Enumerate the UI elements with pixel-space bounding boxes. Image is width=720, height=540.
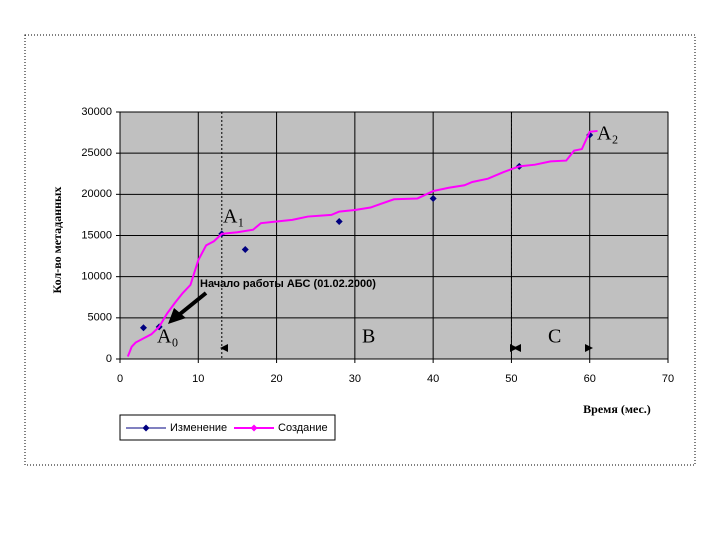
marker xyxy=(335,218,343,226)
x-tick-label: 20 xyxy=(270,373,282,385)
x-tick-label: 50 xyxy=(505,373,517,385)
marker xyxy=(241,245,249,253)
annotation: B xyxy=(362,326,375,348)
y-tick-label: 15000 xyxy=(81,229,112,241)
line-series xyxy=(126,129,598,357)
legend-marker xyxy=(250,424,258,432)
x-tick-label: 40 xyxy=(427,373,439,385)
legend-marker xyxy=(142,424,150,432)
annotation: A₁ xyxy=(223,206,244,228)
legend-label: Изменение xyxy=(170,422,227,434)
x-axis-label: Время (мес.) xyxy=(583,402,651,416)
frame xyxy=(24,34,696,466)
y-tick-label: 25000 xyxy=(81,147,112,159)
marker xyxy=(139,324,147,332)
marker xyxy=(429,194,437,202)
legend-label: Создание xyxy=(278,422,328,434)
range-arrow xyxy=(513,344,521,352)
x-tick-label: 60 xyxy=(584,373,596,385)
range-arrow xyxy=(585,344,593,352)
x-tick-label: 30 xyxy=(349,373,361,385)
x-tick-label: 10 xyxy=(192,373,204,385)
annotation-arrow xyxy=(178,291,208,316)
y-tick-label: 30000 xyxy=(81,106,112,118)
y-tick-label: 0 xyxy=(106,353,112,365)
annotation: A₀ xyxy=(157,326,178,348)
annotation: C xyxy=(548,326,561,348)
y-tick-label: 5000 xyxy=(88,312,112,324)
y-tick-label: 10000 xyxy=(81,271,112,283)
annotation: Начало работы АБС (01.02.2000) xyxy=(200,278,376,290)
y-axis-label: Кол-во метаданных xyxy=(50,187,64,294)
y-tick-label: 20000 xyxy=(81,188,112,200)
range-arrow xyxy=(220,344,228,352)
x-tick-label: 0 xyxy=(117,373,123,385)
annotation-arrowhead xyxy=(168,308,186,324)
x-tick-label: 70 xyxy=(662,373,674,385)
annotation: A₂ xyxy=(597,123,618,145)
